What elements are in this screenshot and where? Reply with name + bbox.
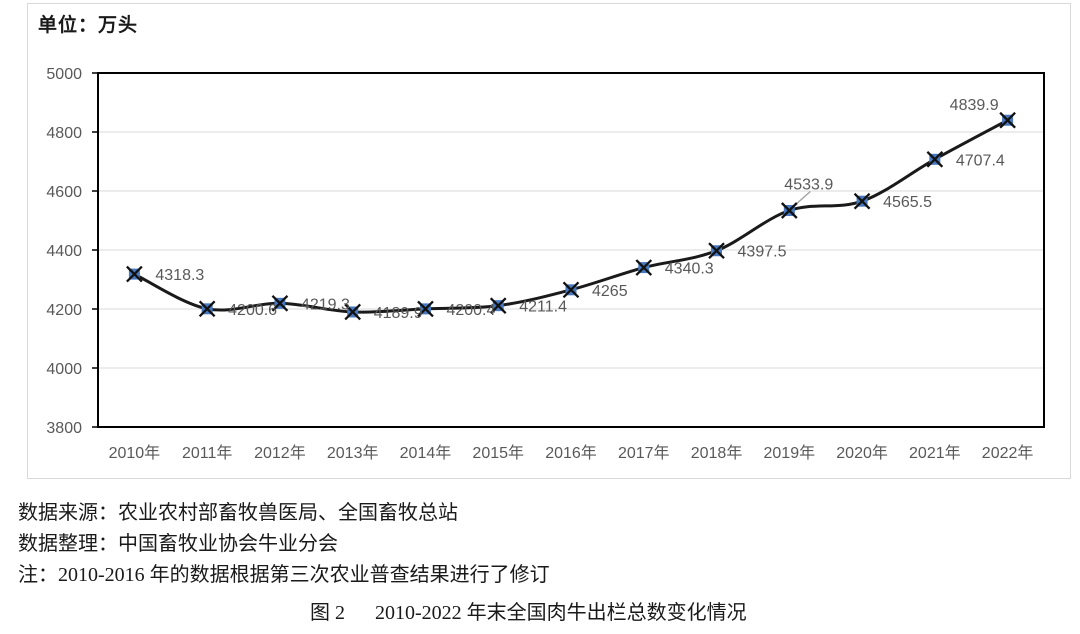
data-compiler-note: 数据整理：中国畜牧业协会牛业分会 — [18, 533, 338, 555]
x-axis-label: 2010年 — [109, 444, 161, 462]
chart-frame: 3800 4000 4200 4400 4600 4800 5000 2010年 2011年 20… — [27, 3, 1071, 479]
data-label: 4340.3 — [665, 261, 714, 278]
data-point-marker — [635, 259, 653, 276]
x-axis-label: 2015年 — [472, 444, 524, 462]
line-chart: 3800 4000 4200 4400 4600 4800 5000 2010年 2011年 20… — [46, 66, 1045, 462]
y-axis-label: 4800 — [46, 125, 82, 142]
y-axis-label: 3800 — [46, 420, 82, 437]
data-point-marker — [853, 192, 871, 210]
x-axis-label: 2012年 — [254, 444, 306, 462]
data-point-marker — [999, 111, 1016, 129]
figure-caption-title: 2010-2022 年末全国肉牛出栏总数变化情况 — [375, 602, 747, 624]
footnotes: 数据来源：农业农村部畜牧兽医局、全国畜牧总站 数据整理：中国畜牧业协会牛业分会 … — [18, 498, 1062, 591]
data-point-marker — [489, 297, 507, 314]
data-label: 4397.5 — [738, 244, 787, 261]
x-axis-label: 2018年 — [691, 444, 743, 462]
data-point-marker — [926, 151, 944, 168]
data-label: 4318.3 — [155, 267, 204, 284]
data-label: 4265 — [592, 283, 628, 300]
data-point-marker — [708, 242, 725, 260]
data-label: 4189.9 — [374, 305, 423, 322]
x-axis-label: 2019年 — [764, 444, 816, 462]
figure-caption-number: 图 2 — [310, 602, 345, 624]
data-label: 4219.3 — [301, 296, 350, 313]
data-label: 4565.5 — [883, 194, 932, 211]
data-point-marker — [344, 303, 362, 321]
data-source-note: 数据来源：农业农村部畜牧兽医局、全国畜牧总站 — [18, 502, 458, 524]
data-point-marker — [417, 300, 434, 318]
y-axis-label: 4400 — [46, 243, 82, 260]
data-point-marker — [562, 281, 580, 299]
data-label: 4707.4 — [956, 152, 1005, 169]
x-axis-label: 2022年 — [982, 444, 1034, 462]
data-point-marker — [780, 202, 798, 219]
x-axis-label: 2011年 — [182, 444, 232, 462]
data-label: 4200.4 — [446, 302, 495, 319]
data-series-line — [132, 118, 1010, 314]
x-axis-label: 2013年 — [327, 444, 379, 462]
x-axis-label: 2020年 — [836, 444, 888, 462]
x-axis-label: 2016年 — [545, 444, 597, 462]
data-label: 4533.9 — [784, 176, 833, 193]
data-label: 4211.4 — [519, 299, 567, 316]
data-label: 4839.9 — [950, 97, 999, 114]
data-point-marker — [198, 300, 216, 318]
x-axis-label: 2014年 — [400, 444, 452, 462]
y-axis-label: 5000 — [46, 66, 82, 83]
data-point-marker — [271, 294, 289, 312]
y-axis-label: 4200 — [46, 302, 82, 319]
revision-remark-note: 注：2010-2016 年的数据根据第三次农业普查结果进行了修订 — [18, 564, 550, 586]
data-label: 4200.6 — [228, 302, 277, 319]
y-axis-label: 4000 — [46, 361, 82, 378]
x-axis-label: 2021年 — [909, 444, 961, 462]
figure-caption: 图 2 2010-2022 年末全国肉牛出栏总数变化情况 — [310, 596, 747, 625]
chart-unit-label: 单位：万头 — [38, 15, 139, 36]
data-point-marker — [126, 265, 143, 283]
y-axis-label: 4600 — [46, 184, 82, 201]
x-axis-label: 2017年 — [618, 444, 670, 462]
